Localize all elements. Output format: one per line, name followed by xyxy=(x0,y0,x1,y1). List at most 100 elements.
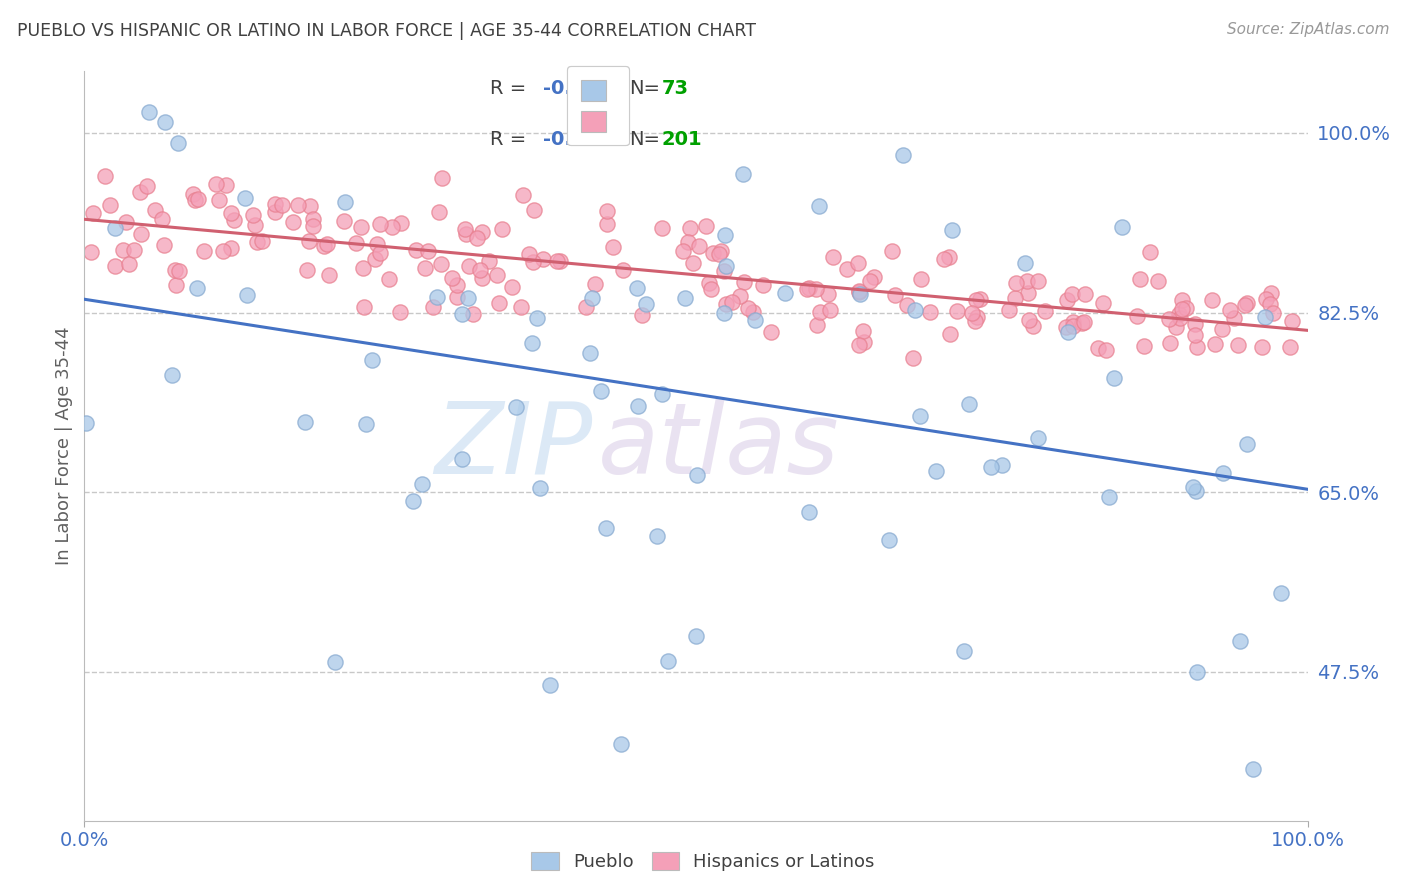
Point xyxy=(997,302,1019,317)
Point xyxy=(631,308,654,322)
Point xyxy=(162,368,184,382)
Point xyxy=(575,300,598,314)
Text: N=: N= xyxy=(628,130,659,149)
Point xyxy=(807,199,830,213)
Point xyxy=(737,301,759,316)
Point xyxy=(965,314,987,328)
Point xyxy=(426,290,449,304)
Point xyxy=(1159,312,1181,326)
Point xyxy=(904,302,927,317)
Point xyxy=(1270,585,1292,599)
Point xyxy=(370,217,392,231)
Point xyxy=(1054,320,1077,334)
Point xyxy=(413,260,436,275)
Point xyxy=(215,178,238,192)
Point xyxy=(361,352,384,367)
Point xyxy=(1279,340,1302,354)
Point xyxy=(901,351,924,366)
Point xyxy=(752,278,775,293)
Point xyxy=(523,202,546,217)
Point xyxy=(686,467,709,482)
Point xyxy=(1070,316,1092,330)
Point xyxy=(583,277,606,292)
Point xyxy=(1174,301,1197,316)
Point xyxy=(264,197,287,211)
Point xyxy=(1171,293,1194,307)
Point xyxy=(1062,318,1084,333)
Point xyxy=(138,105,160,120)
Point xyxy=(818,303,841,318)
Point xyxy=(581,291,603,305)
Point xyxy=(529,481,551,495)
Point xyxy=(1028,431,1050,445)
Point xyxy=(104,259,127,273)
Point xyxy=(848,285,870,299)
Point xyxy=(880,244,903,259)
Point xyxy=(314,239,336,253)
Point xyxy=(682,256,704,270)
Point xyxy=(846,256,869,270)
Point xyxy=(208,194,231,208)
Point xyxy=(471,271,494,285)
Point xyxy=(596,217,619,231)
Point xyxy=(697,277,720,291)
Point xyxy=(1254,310,1277,324)
Point xyxy=(934,252,956,267)
Point xyxy=(150,212,173,227)
Point xyxy=(1091,296,1114,310)
Point xyxy=(468,263,491,277)
Point xyxy=(678,235,700,249)
Text: atlas: atlas xyxy=(598,398,839,494)
Point xyxy=(657,654,679,668)
Point xyxy=(1260,297,1282,311)
Point xyxy=(165,277,187,292)
Point xyxy=(526,310,548,325)
Point xyxy=(1185,665,1208,679)
Point xyxy=(402,494,425,508)
Point xyxy=(716,297,738,311)
Point xyxy=(1139,244,1161,259)
Point xyxy=(612,263,634,277)
Point xyxy=(1026,274,1049,288)
Point xyxy=(626,281,648,295)
Point xyxy=(808,304,831,318)
Point xyxy=(465,231,488,245)
Point xyxy=(122,243,145,257)
Point xyxy=(1005,276,1028,290)
Point xyxy=(301,212,323,227)
Point xyxy=(939,327,962,342)
Point xyxy=(538,678,561,692)
Point xyxy=(520,336,543,351)
Point xyxy=(1087,341,1109,355)
Point xyxy=(578,346,600,360)
Point xyxy=(1229,634,1251,648)
Point xyxy=(804,282,827,296)
Point xyxy=(166,136,188,151)
Point xyxy=(451,451,474,466)
Point xyxy=(548,253,571,268)
Text: ZIP: ZIP xyxy=(433,398,592,494)
Point xyxy=(957,397,980,411)
Point xyxy=(411,477,433,491)
Point xyxy=(651,221,673,235)
Point xyxy=(129,227,152,242)
Point xyxy=(243,218,266,232)
Point xyxy=(405,243,427,257)
Point xyxy=(651,387,673,401)
Point xyxy=(1159,336,1181,351)
Point xyxy=(368,245,391,260)
Point xyxy=(1254,293,1277,307)
Point xyxy=(294,415,316,429)
Point xyxy=(1033,304,1056,318)
Point xyxy=(1111,219,1133,234)
Point xyxy=(859,274,882,288)
Point xyxy=(1185,340,1208,354)
Point xyxy=(287,198,309,212)
Point xyxy=(333,214,356,228)
Point xyxy=(1182,480,1205,494)
Point xyxy=(797,281,820,295)
Point xyxy=(1184,327,1206,342)
Point xyxy=(941,223,963,237)
Point xyxy=(236,288,259,302)
Point xyxy=(1133,339,1156,353)
